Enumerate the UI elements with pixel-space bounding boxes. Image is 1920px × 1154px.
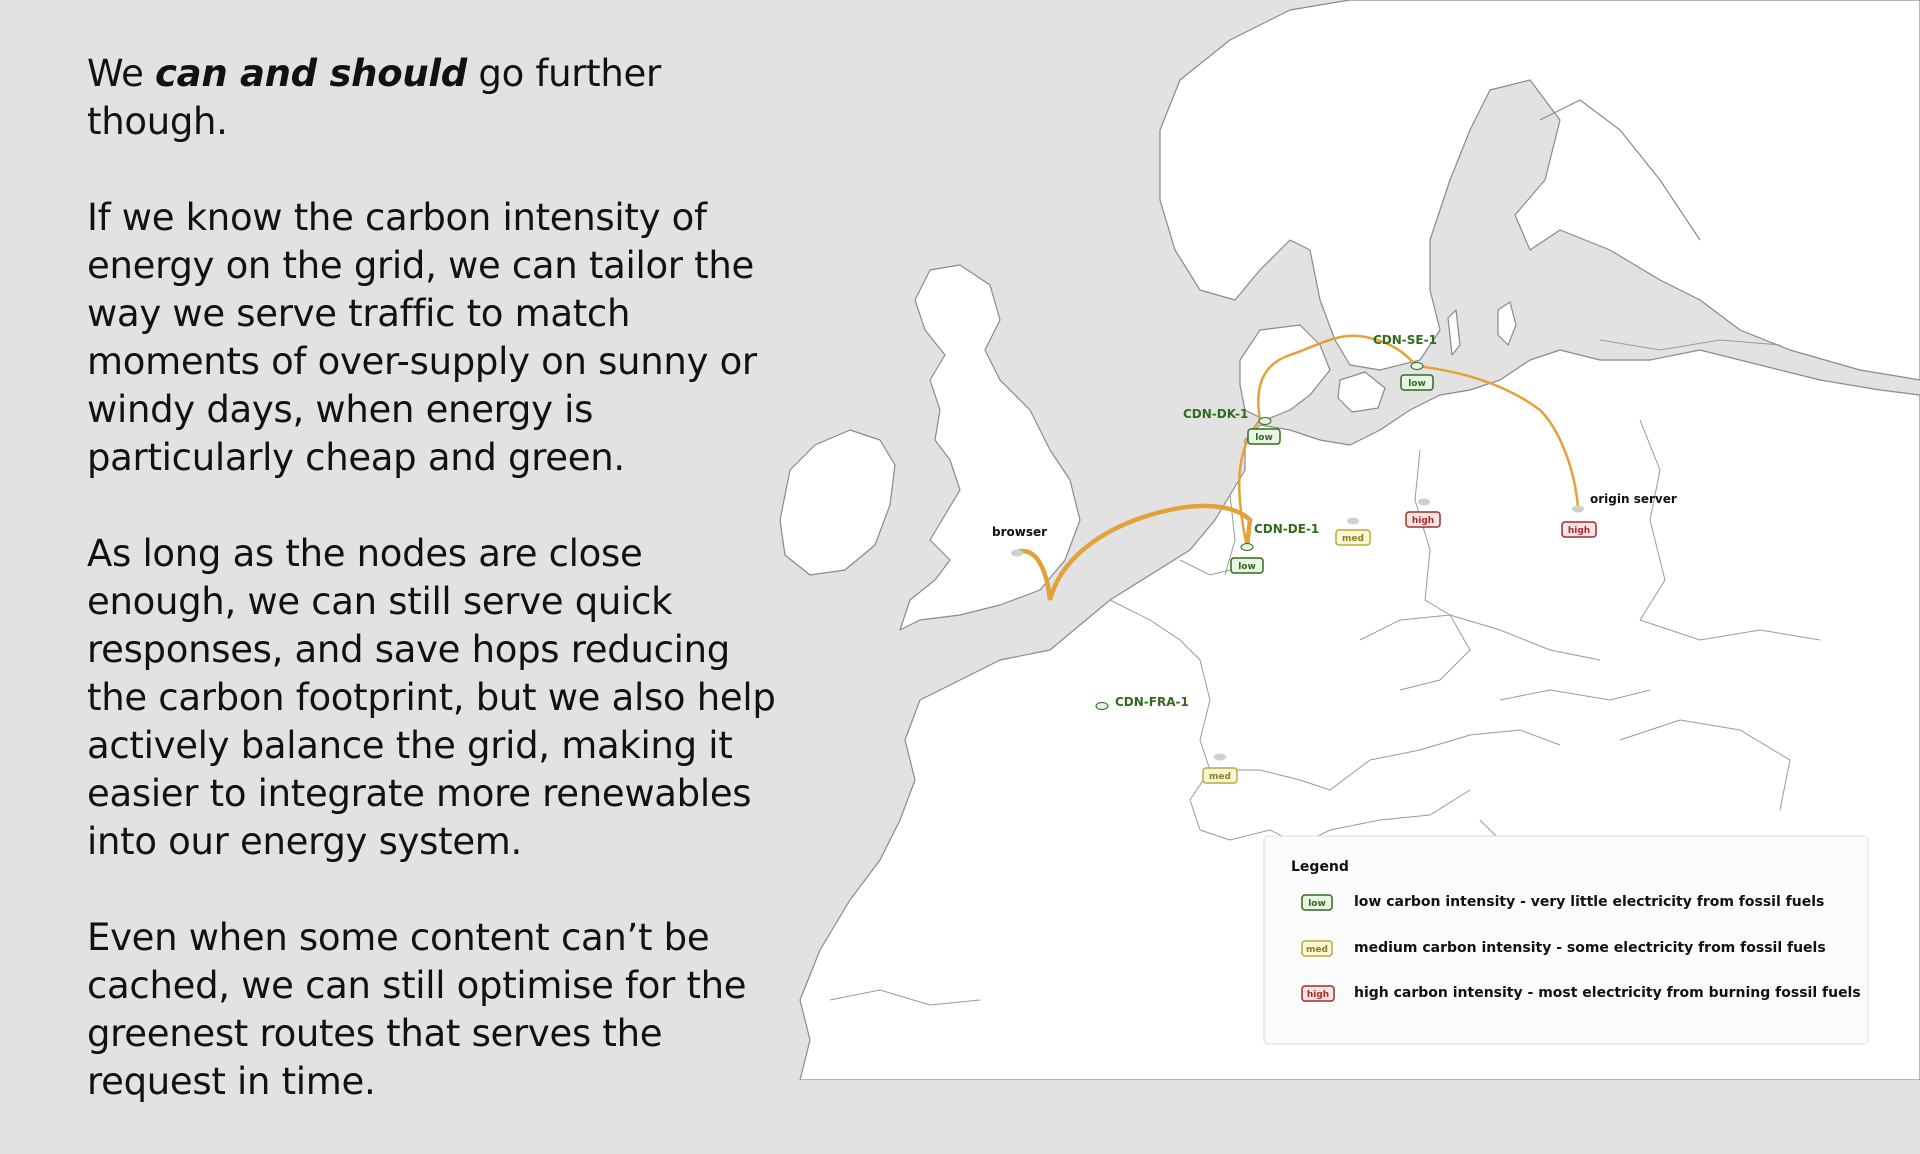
svg-text:high: high (1412, 516, 1434, 526)
node-origin-server-label: origin server (1590, 492, 1677, 506)
paragraph-intro: We can and should go further though. (87, 50, 787, 146)
nodes: browser CDN-DE-1 low CDN-DK-1 low CDN-SE… (992, 333, 1677, 784)
svg-text:high carbon intensity - most e: high carbon intensity - most electricity… (1354, 985, 1861, 1001)
country-borders (829, 339, 1821, 1006)
node-germany-central-tag: med (1335, 529, 1371, 546)
svg-text:medium carbon intensity - some: medium carbon intensity - some electrici… (1354, 940, 1826, 956)
node-cdn-dk-1-marker[interactable] (1258, 417, 1272, 425)
route-cdn-de-1-to-origin (1237, 334, 1580, 549)
svg-text:med: med (1209, 772, 1231, 782)
node-browser-marker[interactable] (1011, 549, 1023, 557)
border-france-belgium (1109, 599, 1201, 661)
node-cdn-de-1-label: CDN-DE-1 (1254, 522, 1319, 536)
legend: Legend low low carbon intensity - very l… (1263, 835, 1869, 1045)
node-germany-east-marker[interactable] (1418, 498, 1430, 506)
node-cdn-dk-1-tag: low (1247, 428, 1281, 445)
landmass-denmark (1239, 324, 1331, 421)
svg-text:med: med (1342, 534, 1364, 544)
border-poland-czech (1449, 614, 1601, 661)
node-browser-label: browser (992, 525, 1047, 539)
routes (1014, 334, 1580, 601)
border-belgium-netherlands (1179, 559, 1231, 576)
landmass-great-britain (899, 264, 1081, 631)
border-romania (1619, 719, 1791, 811)
landmass-scandinavia (1159, 0, 1920, 381)
landmass-oland (1447, 309, 1461, 356)
intro-start: We (87, 52, 156, 95)
border-spain-france (829, 989, 981, 1006)
intro-end: go further though. (87, 52, 661, 143)
landmass-gotland (1497, 301, 1517, 346)
svg-text:low: low (1255, 433, 1273, 443)
node-origin-server-marker[interactable] (1572, 505, 1584, 513)
node-switzerland-marker[interactable] (1214, 753, 1226, 761)
paragraph-carbon-intensity: If we know the carbon intensity of energ… (87, 196, 757, 479)
svg-text:low carbon intensity - very li: low carbon intensity - very little elect… (1354, 894, 1824, 910)
border-ukraine-poland (1639, 619, 1821, 641)
landmass-zealand (1337, 371, 1386, 413)
border-lithuania-latvia (1599, 339, 1781, 351)
svg-text:med: med (1306, 945, 1328, 955)
node-cdn-se-1-label: CDN-SE-1 (1373, 333, 1437, 347)
route-browser-to-cdn-de-1 (1014, 503, 1253, 601)
legend-title: Legend (1291, 859, 1349, 875)
node-cdn-dk-1-label: CDN-DK-1 (1183, 407, 1248, 421)
svg-text:low: low (1238, 562, 1256, 572)
node-cdn-fra-1-label: CDN-FRA-1 (1115, 695, 1189, 709)
legend-box (1263, 835, 1869, 1045)
node-cdn-de-1-marker[interactable] (1240, 543, 1254, 551)
svg-text:high: high (1568, 526, 1590, 536)
paragraph-nodes: As long as the nodes are close enough, w… (87, 532, 776, 863)
node-cdn-se-1-marker[interactable] (1410, 362, 1424, 370)
border-france-switzerland (1189, 769, 1231, 841)
border-germany-poland (1414, 449, 1451, 616)
node-germany-east-tag: high (1405, 511, 1441, 528)
border-austria-hungary (1469, 729, 1561, 746)
border-poland-belarus (1639, 419, 1666, 621)
border-germany-austria (1329, 734, 1471, 791)
border-hungary-slovakia (1499, 689, 1651, 701)
legend-item-high: high high carbon intensity - most electr… (1301, 985, 1861, 1002)
border-germany-czech (1359, 614, 1471, 691)
paragraph-routes: Even when some content can’t be cached, … (87, 916, 747, 1103)
border-sweden-finland (1539, 99, 1701, 241)
node-cdn-fra-1-marker[interactable] (1095, 702, 1109, 710)
europe-map: browser CDN-DE-1 low CDN-DK-1 low CDN-SE… (779, 0, 1920, 1080)
svg-text:low: low (1408, 379, 1426, 389)
node-cdn-se-1-tag: low (1400, 374, 1434, 391)
intro-emphasis: can and should (155, 52, 467, 95)
node-cdn-de-1-tag: low (1230, 557, 1264, 574)
node-germany-central-marker[interactable] (1347, 517, 1359, 525)
border-italy-austria (1329, 789, 1471, 831)
slide-text: We can and should go further though. If … (87, 50, 787, 1154)
node-origin-server-tag: high (1561, 521, 1597, 538)
legend-item-med: med medium carbon intensity - some elect… (1301, 940, 1826, 957)
svg-text:high: high (1307, 990, 1329, 1000)
svg-text:low: low (1308, 899, 1326, 909)
node-switzerland-tag: med (1202, 767, 1238, 784)
border-france-germany (1199, 659, 1211, 771)
landmass-ireland (779, 429, 896, 576)
legend-item-low: low low carbon intensity - very little e… (1301, 894, 1824, 911)
